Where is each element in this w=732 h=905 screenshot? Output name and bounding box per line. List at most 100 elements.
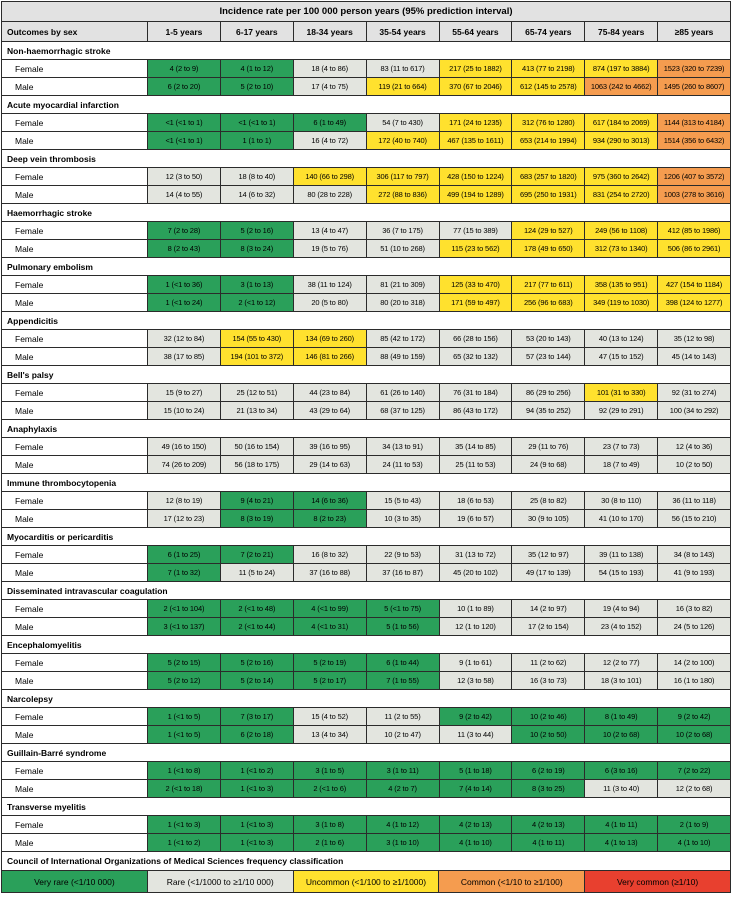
incidence-cell: 32 (12 to 84) (147, 329, 221, 348)
incidence-cell: 1 (<1 to 3) (147, 815, 221, 834)
col-header-age-65-74: 65-74 years (511, 21, 586, 42)
incidence-cell: 37 (16 to 88) (292, 563, 367, 582)
table-row: Female 32 (12 to 84) 154 (55 to 430) 134 (6… (1, 329, 731, 348)
sex-label: Female (1, 275, 148, 294)
incidence-cell: 4 (<1 to 31) (292, 617, 367, 636)
outcome-name: Transverse myelitis (1, 797, 731, 816)
sex-label: Female (1, 113, 148, 132)
incidence-cell: 25 (12 to 51) (219, 383, 294, 402)
table-row: Male 6 (2 to 20) 5 (2 to 10) 17 (4 to 75) 11… (1, 77, 731, 96)
table-row: Female 2 (<1 to 104) 2 (<1 to 48) 4 (<1 to … (1, 599, 731, 618)
incidence-cell: 8 (3 to 24) (219, 239, 294, 258)
incidence-cell: 5 (2 to 14) (219, 671, 294, 690)
outcome-name: Pulmonary embolism (1, 257, 731, 276)
incidence-cell: 37 (16 to 87) (365, 563, 440, 582)
incidence-cell: 5 (2 to 16) (219, 653, 294, 672)
col-header-age-18-34: 18-34 years (292, 21, 367, 42)
incidence-cell: 7 (1 to 55) (365, 671, 440, 690)
incidence-cell: 467 (135 to 1611) (438, 131, 513, 150)
incidence-cell: 5 (2 to 12) (147, 671, 221, 690)
incidence-cell: 30 (8 to 110) (584, 491, 659, 510)
incidence-cell: 11 (5 to 24) (219, 563, 294, 582)
table-row: Male 2 (<1 to 18) 1 (<1 to 3) 2 (<1 to 6) 4 … (1, 779, 731, 798)
incidence-cell: 831 (254 to 2720) (584, 185, 659, 204)
incidence-cell: 12 (4 to 36) (657, 437, 731, 456)
col-header-outcomes-by-sex: Outcomes by sex (1, 21, 148, 42)
incidence-cell: 21 (13 to 34) (219, 401, 294, 420)
table-row: Male 15 (10 to 24) 21 (13 to 34) 43 (29 to … (1, 401, 731, 420)
table-row: Male 74 (26 to 209) 56 (18 to 175) 29 (14 t… (1, 455, 731, 474)
incidence-cell: 1 (<1 to 8) (147, 761, 221, 780)
incidence-cell: 115 (23 to 562) (438, 239, 513, 258)
incidence-cell: 6 (2 to 19) (511, 761, 586, 780)
incidence-cell: 38 (11 to 124) (292, 275, 367, 294)
incidence-cell: 45 (14 to 143) (657, 347, 731, 366)
sex-label: Male (1, 725, 148, 744)
incidence-cell: 23 (7 to 73) (584, 437, 659, 456)
incidence-cell: 2 (<1 to 44) (219, 617, 294, 636)
incidence-cell: 8 (3 to 25) (511, 779, 586, 798)
table-title: Incidence rate per 100 000 person years … (1, 1, 731, 22)
sex-label: Female (1, 491, 148, 510)
table-row: Male 1 (<1 to 5) 6 (2 to 18) 13 (4 to 34) 10… (1, 725, 731, 744)
incidence-cell: 4 (2 to 9) (147, 59, 221, 78)
incidence-cell: 10 (1 to 89) (438, 599, 513, 618)
incidence-cell: 49 (17 to 139) (511, 563, 586, 582)
table-row: Male 3 (<1 to 137) 2 (<1 to 44) 4 (<1 to 31… (1, 617, 731, 636)
incidence-cell: 12 (2 to 68) (657, 779, 731, 798)
incidence-cell: 2 (1 to 9) (657, 815, 731, 834)
incidence-cell: 35 (12 to 98) (657, 329, 731, 348)
incidence-cell: 18 (7 to 49) (584, 455, 659, 474)
incidence-cell: 77 (15 to 389) (438, 221, 513, 240)
incidence-cell: 12 (1 to 120) (438, 617, 513, 636)
incidence-cell: 256 (96 to 683) (511, 293, 586, 312)
table-row: Female 6 (1 to 25) 7 (2 to 21) 16 (8 to 32)… (1, 545, 731, 564)
incidence-cell: 41 (10 to 170) (584, 509, 659, 528)
incidence-cell: 2 (<1 to 48) (219, 599, 294, 618)
incidence-cell: 312 (73 to 1340) (584, 239, 659, 258)
incidence-cell: 18 (3 to 101) (584, 671, 659, 690)
incidence-cell: 10 (2 to 68) (584, 725, 659, 744)
incidence-cell: 36 (11 to 118) (657, 491, 731, 510)
incidence-cell: 1206 (407 to 3572) (657, 167, 731, 186)
incidence-cell: 14 (2 to 97) (511, 599, 586, 618)
incidence-cell: 8 (2 to 23) (292, 509, 367, 528)
table-foot: Council of International Organizations o… (1, 851, 731, 893)
col-header-age-55-64: 55-64 years (438, 21, 513, 42)
incidence-cell: 1514 (356 to 6432) (657, 131, 731, 150)
sex-label: Male (1, 131, 148, 150)
incidence-cell: 653 (214 to 1994) (511, 131, 586, 150)
outcome-section-row: Haemorrhagic stroke (1, 203, 731, 222)
incidence-cell: 217 (25 to 1882) (438, 59, 513, 78)
incidence-cell: 14 (6 to 36) (292, 491, 367, 510)
incidence-cell: 6 (2 to 18) (219, 725, 294, 744)
incidence-cell: 57 (23 to 144) (511, 347, 586, 366)
incidence-cell: 3 (1 to 8) (292, 815, 367, 834)
incidence-cell: 5 (<1 to 75) (365, 599, 440, 618)
legend-item-uncommon: Uncommon (<1/100 to ≥1/1000) (292, 871, 439, 892)
col-header-age-6-17: 6-17 years (219, 21, 294, 42)
sex-label: Female (1, 707, 148, 726)
incidence-cell: 16 (4 to 72) (292, 131, 367, 150)
incidence-cell: 39 (16 to 95) (292, 437, 367, 456)
outcome-section-row: Anaphylaxis (1, 419, 731, 438)
incidence-cell: 34 (8 to 143) (657, 545, 731, 564)
sex-label: Male (1, 509, 148, 528)
incidence-cell: 39 (11 to 138) (584, 545, 659, 564)
table-row: Female 1 (<1 to 8) 1 (<1 to 2) 3 (1 to 5) 3 … (1, 761, 731, 780)
incidence-cell: 4 (2 to 13) (511, 815, 586, 834)
incidence-cell: 25 (8 to 82) (511, 491, 586, 510)
sex-label: Female (1, 815, 148, 834)
incidence-cell: 1 (<1 to 2) (147, 833, 221, 852)
incidence-cell: 2 (<1 to 6) (292, 779, 367, 798)
sex-label: Female (1, 761, 148, 780)
outcome-section-row: Non-haemorrhagic stroke (1, 41, 731, 60)
table-row: Female 12 (8 to 19) 9 (4 to 21) 14 (6 to 36… (1, 491, 731, 510)
incidence-cell: 14 (4 to 55) (147, 185, 221, 204)
incidence-cell: 217 (77 to 611) (511, 275, 586, 294)
incidence-cell: 12 (3 to 58) (438, 671, 513, 690)
sex-label: Female (1, 221, 148, 240)
incidence-cell: 25 (11 to 53) (438, 455, 513, 474)
incidence-cell: 19 (5 to 76) (292, 239, 367, 258)
